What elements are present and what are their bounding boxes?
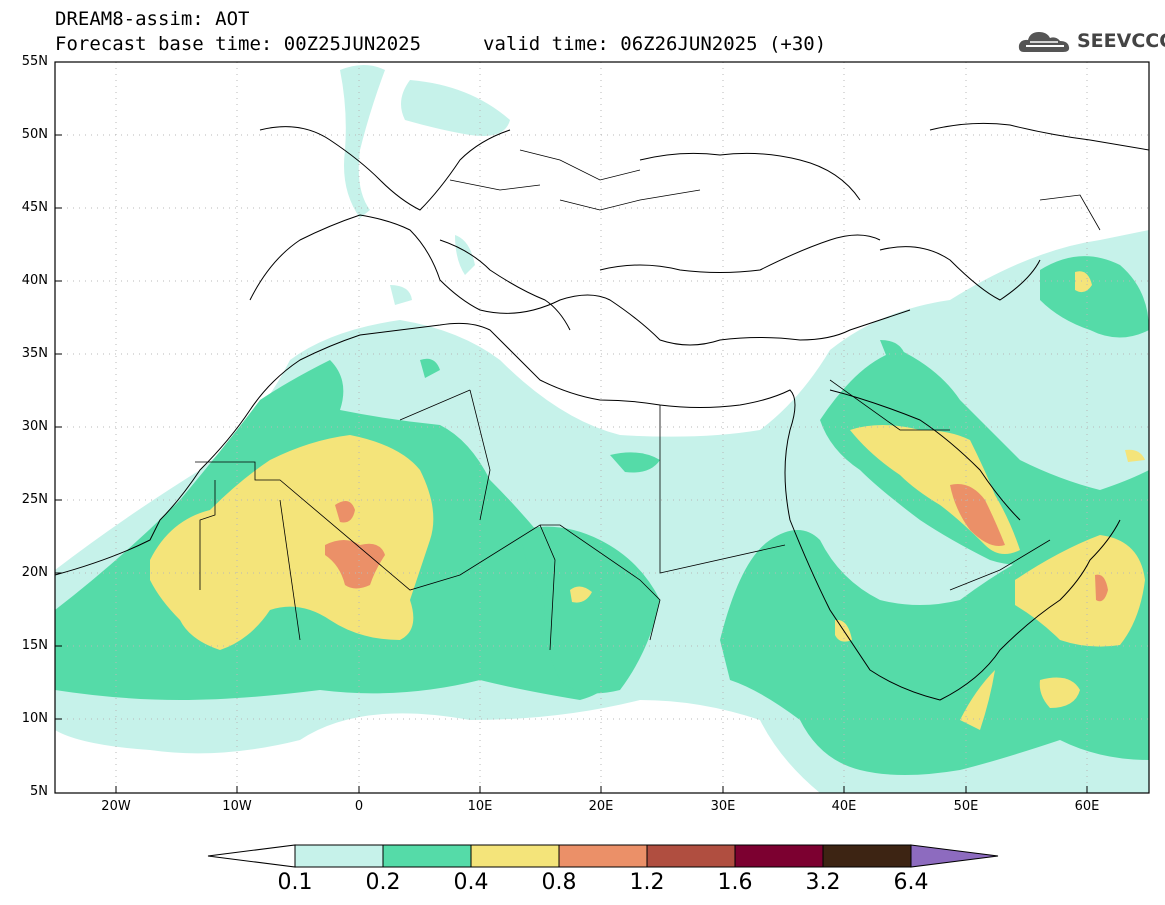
colorbar-label: 0.8: [541, 870, 577, 895]
lon-label: 40E: [831, 799, 857, 814]
lat-label: 20N: [21, 565, 48, 580]
colorbar-segment: [382, 844, 472, 868]
lon-label: 20W: [101, 799, 131, 814]
lon-label: 10W: [222, 799, 252, 814]
lat-label: 25N: [21, 492, 48, 507]
colorbar-high-arrow: [910, 844, 999, 868]
aot-level-0.8: [325, 484, 1108, 602]
forecast-base-time: Forecast base time: 00Z25JUN2025: [55, 33, 422, 55]
colorbar-segment: [734, 844, 824, 868]
lat-label: 15N: [21, 638, 48, 653]
colorbar-label: 0.4: [453, 870, 489, 895]
lat-label: 35N: [21, 346, 48, 361]
lon-label: 60E: [1074, 799, 1100, 814]
lat-label: 55N: [21, 54, 48, 69]
lon-label: 50E: [953, 799, 979, 814]
colorbar-low-arrow: [207, 844, 296, 868]
lon-label: 30E: [710, 799, 736, 814]
lat-label: 10N: [21, 711, 48, 726]
colorbar-label: 3.2: [805, 870, 841, 895]
valid-time: valid time: 06Z26JUN2025 (+30): [483, 33, 827, 55]
colorbar-segment: [470, 844, 560, 868]
colorbar-label: 0.2: [365, 870, 401, 895]
colorbar-label: 1.6: [717, 870, 753, 895]
map-title: DREAM8-assim: AOT: [55, 8, 250, 30]
graticule: [55, 62, 1149, 793]
colorbar-segment: [294, 844, 384, 868]
lon-label: 0: [354, 799, 364, 814]
lat-label: 45N: [21, 200, 48, 215]
country-borders: [195, 149, 1101, 651]
colorbar-label: 6.4: [893, 870, 929, 895]
axis-ticks: [55, 61, 1088, 793]
coastlines: [55, 122, 1149, 701]
lat-label: 5N: [30, 784, 48, 799]
colorbar-segment: [646, 844, 736, 868]
lon-label: 10E: [467, 799, 493, 814]
colorbar-label: 1.2: [629, 870, 665, 895]
lat-label: 50N: [21, 127, 48, 142]
colorbar-segment: [558, 844, 648, 868]
colorbar-segment: [822, 844, 912, 868]
lon-label: 20E: [588, 799, 614, 814]
colorbar-label: 0.1: [277, 870, 313, 895]
lat-label: 30N: [21, 419, 48, 434]
logo-text: SEEVCCC: [1077, 30, 1165, 52]
lat-label: 40N: [21, 273, 48, 288]
cloud-logo-icon: [1018, 32, 1070, 52]
